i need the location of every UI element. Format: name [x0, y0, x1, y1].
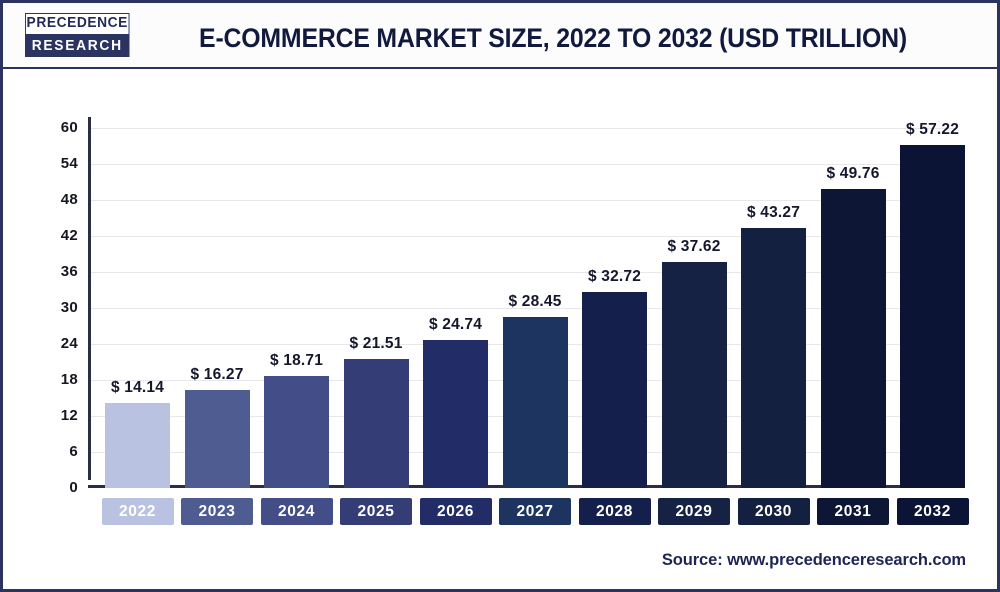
x-axis-label-2024[interactable]: 2024	[260, 498, 333, 525]
y-axis-tick-label: 36	[60, 263, 78, 280]
precedence-research-logo: PRECEDENCE RESEARCH	[25, 13, 135, 59]
y-axis-tick-label: 18	[60, 371, 78, 388]
bar-value-label-2022: $ 14.14	[110, 379, 165, 397]
bar-2026	[423, 339, 488, 488]
frame-border-bottom	[0, 589, 1000, 592]
x-axis-label-2027[interactable]: 2027	[499, 498, 571, 525]
bar-2022	[105, 403, 170, 488]
bar-value-label-2028: $ 32.72	[587, 267, 642, 285]
bar-value-label-2031: $ 49.76	[826, 165, 880, 183]
bar-2031	[820, 189, 886, 488]
chart-header: PRECEDENCE RESEARCH E-COMMERCE MARKET SI…	[3, 3, 997, 69]
y-axis-tick-label: 30	[60, 299, 78, 316]
y-axis-tick-label: 24	[60, 335, 78, 352]
bar-2032	[900, 144, 965, 488]
x-axis-label-2029[interactable]: 2029	[658, 498, 730, 525]
y-axis-tick-label: 6	[69, 443, 78, 460]
gridline	[91, 308, 957, 309]
bar-value-label-2029: $ 37.62	[667, 238, 721, 256]
bar-2030	[741, 228, 806, 488]
chart-title: E-COMMERCE MARKET SIZE, 2022 TO 2032 (US…	[199, 22, 907, 53]
gridline	[91, 236, 957, 237]
logo-line-precedence: PRECEDENCE	[25, 13, 130, 35]
source-attribution: Source: www.precedenceresearch.com	[661, 551, 966, 569]
bar-value-label-2025: $ 21.51	[349, 334, 403, 352]
y-axis-tick-label: 60	[60, 119, 78, 136]
x-axis-label-2022[interactable]: 2022	[101, 498, 174, 525]
bar-value-label-2032: $ 57.22	[905, 120, 960, 138]
x-axis-label-2030[interactable]: 2030	[737, 498, 810, 525]
bar-value-label-2030: $ 43.27	[746, 204, 801, 222]
x-axis-label-2032[interactable]: 2032	[896, 498, 969, 525]
bar-value-label-2023: $ 16.27	[190, 366, 244, 384]
x-axis-label-2028[interactable]: 2028	[578, 498, 651, 525]
y-axis-tick-label: 0	[69, 479, 78, 496]
bar-2023	[184, 390, 250, 488]
bar-2025	[343, 358, 409, 488]
bar-value-label-2027: $ 28.45	[508, 293, 562, 311]
x-axis-label-2023[interactable]: 2023	[181, 498, 253, 525]
bar-value-label-2026: $ 24.74	[428, 315, 483, 333]
logo-line-research: RESEARCH	[25, 35, 130, 57]
bar-value-label-2024: $ 18.71	[269, 351, 324, 369]
x-axis-label-2026[interactable]: 2026	[419, 498, 492, 525]
frame-border-right	[997, 0, 1000, 592]
frame-border-left	[0, 0, 3, 592]
frame-border-top	[0, 0, 1000, 3]
y-axis-tick-label: 48	[60, 191, 78, 208]
y-axis-tick-label: 54	[60, 155, 78, 172]
gridline	[91, 164, 957, 165]
gridline	[91, 272, 957, 273]
y-axis-tick-label: 42	[60, 227, 78, 244]
x-axis-label-2025[interactable]: 2025	[340, 498, 412, 525]
bar-2027	[502, 317, 568, 488]
gridline	[91, 200, 957, 201]
x-axis-label-2031[interactable]: 2031	[817, 498, 889, 525]
bar-2024	[264, 375, 329, 488]
y-axis-tick-label: 12	[60, 407, 78, 424]
plot-area: 0 6 12 18 24 30 36 42 48 54 60 $ 14.14 $ 16.27 $ 18.…	[0, 69, 1000, 592]
bar-2028	[582, 291, 647, 488]
bar-2029	[661, 262, 727, 488]
y-axis-tick-labels: 0 6 12 18 24 30 36 42 48 54 60	[34, 69, 78, 496]
gridline	[91, 128, 957, 129]
y-axis-line	[88, 117, 91, 480]
